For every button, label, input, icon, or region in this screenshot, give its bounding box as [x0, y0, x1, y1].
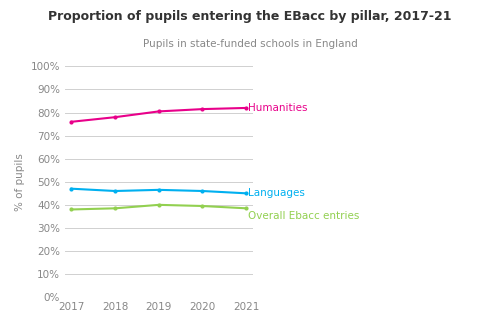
Text: Humanities: Humanities [248, 103, 308, 113]
Text: Overall Ebacc entries: Overall Ebacc entries [248, 211, 360, 221]
Y-axis label: % of pupils: % of pupils [15, 153, 25, 211]
Text: Languages: Languages [248, 188, 305, 198]
Text: Pupils in state-funded schools in England: Pupils in state-funded schools in Englan… [142, 39, 358, 49]
Text: Proportion of pupils entering the EBacc by pillar, 2017-21: Proportion of pupils entering the EBacc … [48, 10, 452, 23]
